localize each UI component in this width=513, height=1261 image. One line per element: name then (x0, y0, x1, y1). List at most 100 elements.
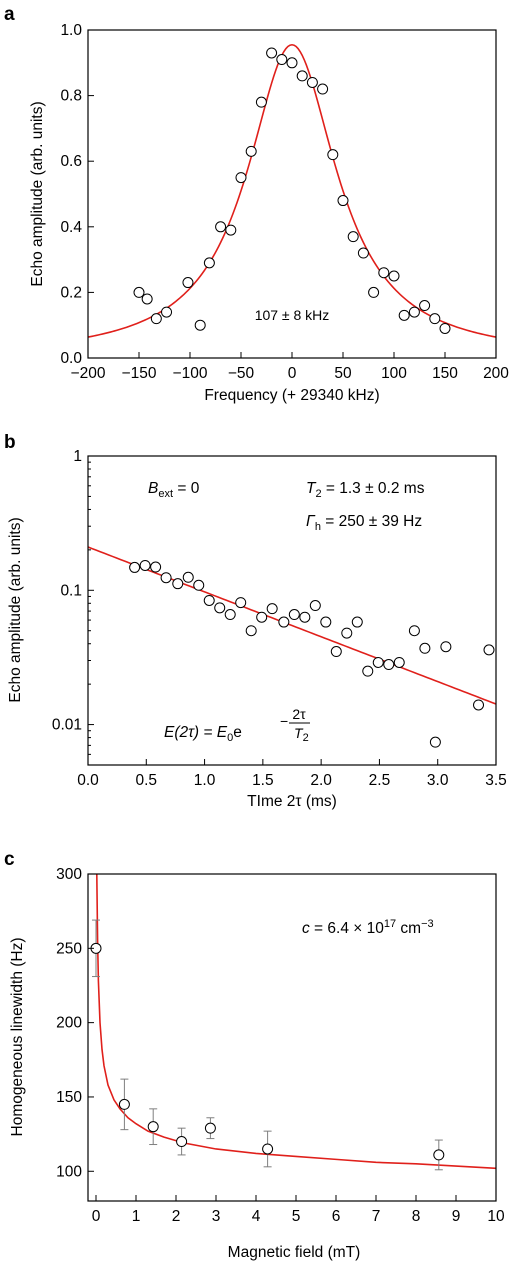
panel-b-data-point (288, 609, 300, 621)
panel-c-letter: c (4, 849, 15, 870)
panel-b-data-point (266, 603, 278, 615)
panel-c-x-tick-label: 2 (172, 1208, 181, 1225)
panel-a-x-tick-label: 150 (432, 365, 458, 382)
panel-b-plot-frame (87, 455, 497, 766)
panel-a-data-point (306, 76, 318, 88)
panel-c-x-tick-label: 6 (332, 1208, 341, 1225)
panel-b-data-point (139, 559, 151, 571)
panel-a-x-tick-label: −100 (173, 365, 208, 382)
panel-b-data-point (372, 656, 384, 668)
panel-a-data-point (347, 231, 359, 243)
panel-b-x-tick-label: 3.0 (427, 772, 449, 789)
panel-b-data-point (408, 625, 420, 637)
panel-c-x-tick-label: 7 (372, 1208, 381, 1225)
panel-c-y-axis-title: Homogeneous linewidth (Hz) (9, 937, 26, 1136)
panel-c-x-tick-label: 9 (452, 1208, 461, 1225)
panel-b-data-point (351, 616, 363, 628)
panel-b-data-point (362, 665, 374, 677)
panel-b-gamma-annotation: Γh = 250 ± 39 Hz (306, 513, 422, 533)
panel-a-data-point (327, 149, 339, 161)
panel-b-data-point (341, 627, 353, 639)
panel-a-data-point (161, 306, 173, 318)
panel-c-x-tick-label: 4 (252, 1208, 261, 1225)
panel-a-annotation: 107 ± 8 kHz (255, 307, 330, 323)
panel-a-data-point (439, 322, 451, 334)
panel-a-data-point (398, 309, 410, 321)
panel-a-data-point (194, 319, 206, 331)
panel-c-x-tick-label: 0 (92, 1208, 101, 1225)
panel-a-letter: a (4, 4, 15, 25)
panel-b-data-point (150, 561, 162, 573)
panel-c-data-point (176, 1136, 188, 1148)
panel-a-markers (133, 47, 451, 334)
panel-a-x-tick-label: 200 (483, 365, 509, 382)
panel-a-data-point (276, 54, 288, 66)
panel-a-data-point (317, 83, 329, 95)
panel-b-data-point (129, 561, 141, 573)
panel-c-x-ticks: 0 1 2 3 4 5 6 7 8 9 10 (92, 1195, 505, 1225)
panel-b-data-point (309, 600, 321, 612)
panel-a-data-point (357, 247, 369, 259)
panel-a-data-point (378, 267, 390, 279)
panel-b-y-tick-label: 0.01 (52, 717, 82, 734)
panel-b-data-point (214, 602, 226, 614)
panel-b-x-tick-label: 2.0 (310, 772, 332, 789)
panel-b-data-point (182, 571, 194, 583)
svg-text:−: − (280, 713, 288, 729)
panel-b-markers (129, 559, 495, 748)
panel-a-x-tick-label: 50 (334, 365, 352, 382)
panel-a-y-tick-label: 0.0 (60, 350, 82, 367)
panel-a-data-point (141, 293, 153, 305)
panel-b-exponential-fit (87, 546, 497, 705)
panel-a-data-point (133, 286, 145, 298)
svg-text:T2: T2 (294, 725, 309, 744)
panel-b-data-point (473, 699, 485, 711)
panel-b-data-point (393, 656, 405, 668)
panel-b-x-axis-title: TIme 2τ (ms) (247, 793, 337, 810)
panel-a-x-tick-label: −50 (228, 365, 255, 382)
panel-a-data-point (215, 221, 227, 233)
panel-a-data-point (203, 257, 215, 269)
panel-a-y-axis-title: Echo amplitude (arb. units) (29, 101, 46, 286)
panel-b-data-point (429, 736, 441, 748)
panel-b-data-point (245, 625, 257, 637)
panel-b-x-tick-label: 2.5 (369, 772, 391, 789)
panel-b-x-tick-label: 0.5 (136, 772, 158, 789)
panel-b-data-point (440, 641, 452, 653)
panel-b-x-tick-label: 0.0 (77, 772, 99, 789)
panel-c-data-point (433, 1149, 445, 1161)
panel-b-data-point (419, 642, 431, 654)
panel-b-data-point (320, 616, 332, 628)
panel-a-data-point (266, 47, 278, 59)
svg-text:E(2τ) = E0e: E(2τ) = E0e (164, 724, 242, 744)
panel-b-data-point (330, 646, 342, 658)
panel-b-data-point (160, 572, 172, 584)
panel-c-y-ticks: 100 150 200 250 300 (56, 866, 94, 1180)
panel-c-markers (90, 919, 445, 1171)
panel-c-y-tick-label: 200 (56, 1015, 82, 1032)
svg-text:2τ: 2τ (292, 706, 306, 722)
panel-b-x-ticks: 0.0 0.5 1.0 1.5 2.0 2.5 3.0 3.5 (77, 759, 507, 789)
panel-c: c 0 1 2 3 4 5 6 7 8 9 10 100 150 200 250 300 c = 6.4 ×… (4, 849, 505, 1261)
panel-b: b 0.0 0.5 1.0 1.5 2.0 2.5 3.0 3.5 0.01 0.1 1 Bext… (4, 432, 507, 810)
panel-c-x-tick-label: 8 (412, 1208, 421, 1225)
panel-a-y-tick-label: 0.4 (60, 219, 82, 236)
panel-b-x-tick-label: 3.5 (485, 772, 507, 789)
panel-b-letter: b (4, 432, 16, 453)
panel-b-data-point (299, 611, 311, 623)
panel-b-formula: E(2τ) = E0e − 2τ T2 (164, 706, 310, 744)
panel-a-x-ticks: −200 −150 −100 −50 0 50 100 150 200 (71, 352, 509, 382)
panel-a-data-point (296, 70, 308, 82)
panel-c-x-axis-title: Magnetic field (mT) (228, 1244, 361, 1261)
panel-b-bext-annotation: Bext = 0 (148, 480, 200, 500)
panel-c-annotation: c = 6.4 × 1017 cm−3 (302, 918, 434, 937)
panel-b-x-tick-label: 1.0 (194, 772, 216, 789)
panel-c-plot-frame (87, 873, 497, 1202)
panel-a-y-tick-label: 1.0 (60, 22, 82, 39)
panel-a-data-point (150, 313, 162, 325)
panel-a-y-tick-label: 0.2 (60, 284, 82, 301)
panel-c-data-point (118, 1098, 130, 1110)
panel-b-data-point (483, 644, 495, 656)
panel-b-data-point (383, 659, 395, 671)
panel-b-x-tick-label: 1.5 (252, 772, 274, 789)
